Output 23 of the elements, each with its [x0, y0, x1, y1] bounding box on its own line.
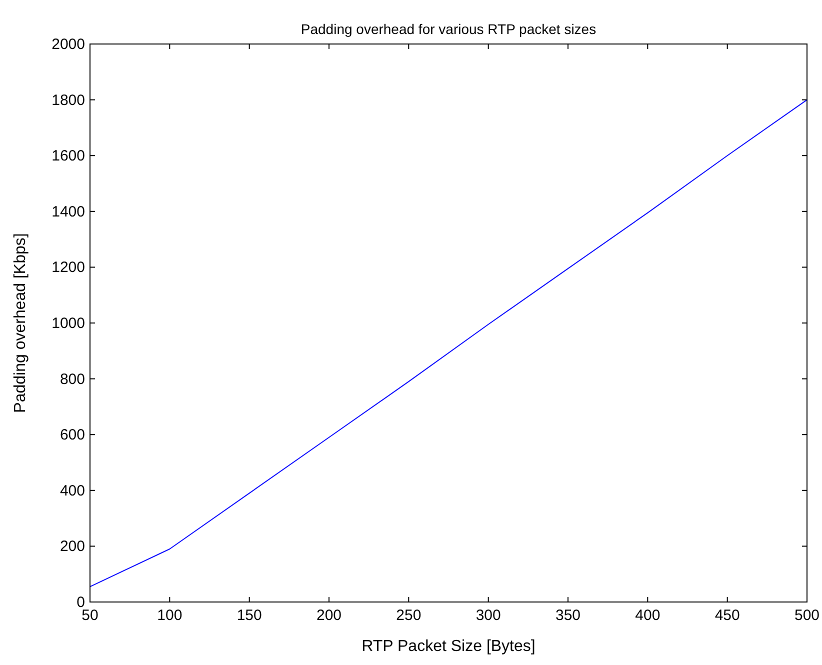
- y-tick-label: 2000: [52, 36, 85, 53]
- chart-title: Padding overhead for various RTP packet sizes: [300, 21, 596, 37]
- y-tick-label: 400: [60, 482, 85, 500]
- x-tick-label: 350: [555, 607, 581, 624]
- y-tick-label: 1200: [52, 259, 85, 276]
- x-tick-label: 450: [714, 607, 740, 624]
- x-axis-title: RTP Packet Size [Bytes]: [362, 638, 536, 655]
- y-tick-label: 200: [60, 538, 85, 556]
- y-tick-label: 1600: [52, 148, 85, 165]
- x-tick-label: 100: [157, 607, 182, 624]
- x-tick-label: 300: [476, 607, 501, 624]
- x-tick-label: 150: [236, 607, 262, 624]
- y-tick-label: 1800: [52, 92, 85, 109]
- y-axis-title: Padding overhead [Kbps]: [12, 233, 29, 413]
- y-tick-label: 800: [60, 370, 85, 388]
- x-tick-label: 200: [316, 607, 342, 624]
- line-series: [90, 99, 808, 588]
- y-tick-label: 1000: [52, 315, 85, 332]
- x-tick-label: 400: [635, 607, 660, 624]
- x-tick-label: 250: [396, 607, 422, 624]
- x-tick-label: 500: [794, 607, 820, 624]
- y-tick-label: 600: [60, 426, 85, 444]
- y-tick-label: 1400: [52, 203, 85, 220]
